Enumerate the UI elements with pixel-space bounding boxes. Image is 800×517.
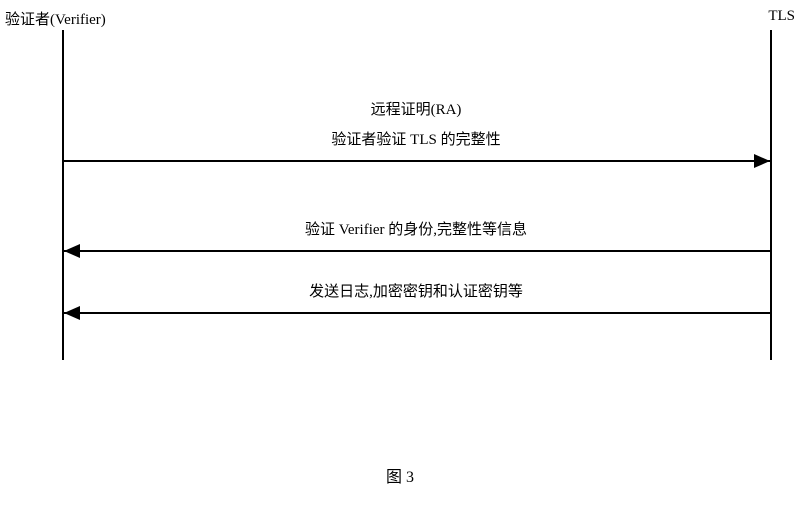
message-2-arrowhead — [64, 244, 80, 258]
message-2-text: 验证 Verifier 的身份,完整性等信息 — [66, 218, 766, 239]
message-3-arrowhead — [64, 306, 80, 320]
message-1-arrowhead — [754, 154, 770, 168]
message-1-text-line2: 验证者验证 TLS 的完整性 — [66, 128, 766, 149]
actor-tls-label: TLS — [768, 8, 795, 25]
message-1-arrow-line — [64, 160, 770, 162]
message-2-arrow-line — [64, 250, 770, 252]
message-1-text-line1: 远程证明(RA) — [66, 98, 766, 119]
message-3-arrow-line — [64, 312, 770, 314]
figure-caption: 图 3 — [0, 463, 800, 487]
actor-verifier-label: 验证者(Verifier) — [5, 8, 106, 29]
message-3-text: 发送日志,加密密钥和认证密钥等 — [66, 280, 766, 301]
lifeline-tls — [770, 30, 772, 360]
sequence-diagram: 验证者(Verifier) TLS 远程证明(RA) 验证者验证 TLS 的完整… — [0, 0, 800, 517]
